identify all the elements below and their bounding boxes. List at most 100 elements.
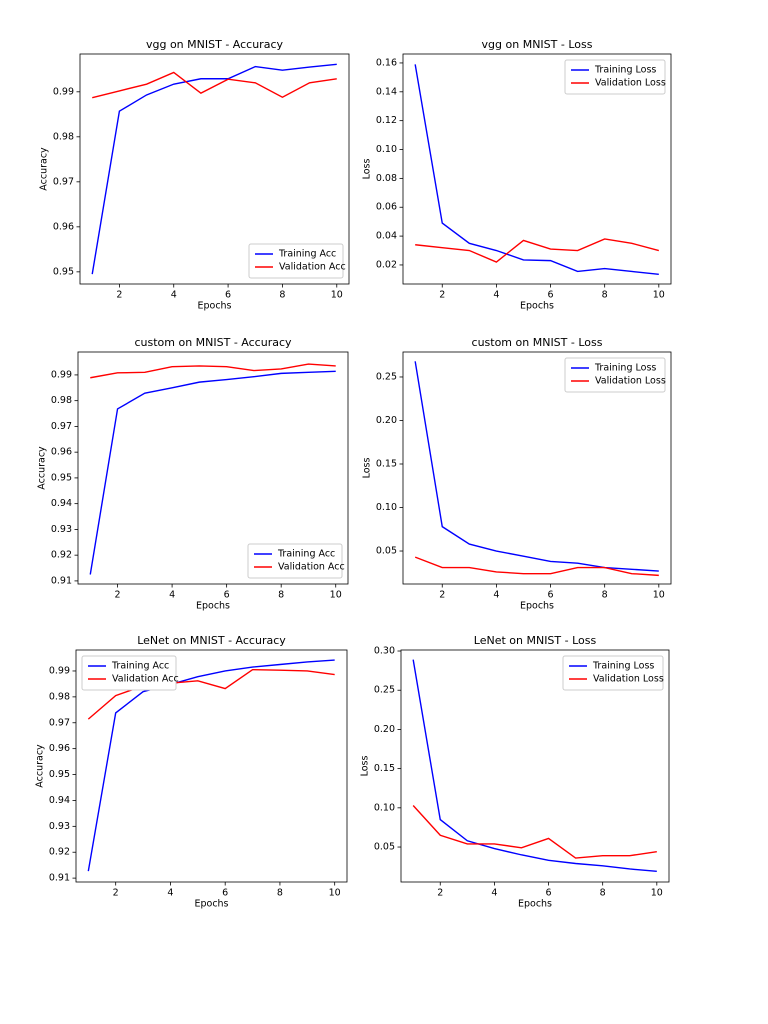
y-tick-label: 0.12: [376, 115, 397, 126]
y-tick-label: 0.10: [376, 144, 397, 155]
y-tick-label: 0.98: [53, 131, 74, 142]
x-axis-label: Epochs: [194, 899, 228, 910]
legend: [81, 655, 177, 691]
x-tick-label: 8: [279, 290, 285, 301]
y-tick-label: 0.96: [53, 221, 74, 232]
series-line: [414, 361, 659, 572]
x-tick-label: 6: [225, 290, 231, 301]
x-tick-label: 6: [546, 888, 552, 899]
x-tick-label: 4: [169, 590, 175, 601]
series-line: [87, 659, 335, 872]
legend-label: Validation Loss: [593, 674, 664, 685]
x-tick-label: 10: [330, 590, 342, 601]
series-line: [87, 668, 335, 720]
legend: [564, 59, 666, 95]
y-tick-label: 0.95: [53, 266, 74, 277]
chart-title: vgg on MNIST - Accuracy: [146, 38, 284, 51]
x-tick-label: 2: [437, 888, 443, 899]
x-tick-label: 4: [493, 590, 499, 601]
y-tick-label: 0.05: [376, 546, 397, 557]
y-tick-label: 0.94: [49, 795, 70, 806]
plot-frame: [402, 53, 672, 285]
y-tick-label: 0.93: [49, 821, 70, 832]
x-tick-label: 2: [115, 590, 121, 601]
x-tick-label: 10: [331, 290, 343, 301]
legend-label: Validation Loss: [595, 78, 666, 89]
series-line: [91, 63, 337, 275]
x-tick-label: 6: [548, 290, 554, 301]
y-tick-label: 0.97: [49, 717, 70, 728]
chart-title: vgg on MNIST - Loss: [482, 38, 593, 51]
legend-label: Validation Acc: [112, 674, 179, 685]
y-tick-label: 0.99: [51, 369, 72, 380]
legend-label: Training Loss: [594, 363, 656, 374]
x-tick-label: 6: [222, 888, 228, 899]
y-tick-label: 0.25: [376, 371, 397, 382]
legend-label: Validation Acc: [278, 562, 345, 573]
y-tick-label: 0.96: [51, 447, 72, 458]
x-tick-label: 4: [493, 290, 499, 301]
x-axis-label: Epochs: [197, 301, 231, 312]
x-tick-label: 2: [439, 590, 445, 601]
y-tick-label: 0.91: [49, 873, 70, 884]
legend-label: Training Loss: [594, 65, 656, 76]
x-tick-label: 4: [167, 888, 173, 899]
y-tick-label: 0.98: [51, 395, 72, 406]
y-tick-label: 0.91: [51, 575, 72, 586]
plot-frame: [402, 351, 672, 585]
y-tick-label: 0.92: [51, 550, 72, 561]
series-line: [414, 64, 659, 276]
y-axis-label: Accuracy: [37, 446, 48, 490]
x-tick-label: 8: [278, 590, 284, 601]
y-tick-label: 0.97: [51, 421, 72, 432]
plot-frame: [400, 649, 670, 883]
y-tick-label: 0.94: [51, 498, 72, 509]
y-tick-label: 0.95: [49, 769, 70, 780]
legend-label: Validation Loss: [595, 376, 666, 387]
legend-label: Training Loss: [592, 661, 654, 672]
x-tick-label: 2: [113, 888, 119, 899]
y-tick-label: 0.16: [376, 57, 397, 68]
y-tick-label: 0.92: [49, 847, 70, 858]
series-line: [89, 370, 336, 575]
plot-frame: [75, 649, 348, 883]
x-tick-label: 8: [602, 590, 608, 601]
y-tick-label: 0.14: [376, 86, 397, 97]
legend-label: Validation Acc: [279, 262, 346, 273]
x-tick-label: 4: [491, 888, 497, 899]
x-tick-label: 10: [653, 590, 665, 601]
y-tick-label: 0.93: [51, 524, 72, 535]
y-tick-label: 0.97: [53, 176, 74, 187]
chart-title: custom on MNIST - Accuracy: [134, 336, 292, 349]
legend: [247, 543, 343, 579]
y-tick-label: 0.10: [376, 502, 397, 513]
series-line: [92, 71, 337, 99]
x-axis-label: Epochs: [518, 899, 552, 910]
y-axis-label: Accuracy: [35, 744, 46, 788]
x-tick-label: 8: [277, 888, 283, 899]
x-axis-label: Epochs: [520, 301, 554, 312]
y-tick-label: 0.20: [376, 415, 397, 426]
y-tick-label: 0.02: [376, 259, 397, 270]
legend-label: Training Acc: [277, 549, 335, 560]
x-tick-label: 8: [600, 888, 606, 899]
y-tick-label: 0.15: [376, 458, 397, 469]
y-tick-label: 0.95: [51, 472, 72, 483]
x-tick-label: 6: [224, 590, 230, 601]
y-tick-label: 0.99: [49, 665, 70, 676]
x-tick-label: 6: [548, 590, 554, 601]
legend: [564, 357, 666, 393]
chart-title: custom on MNIST - Loss: [472, 336, 603, 349]
y-axis-label: Loss: [360, 756, 371, 777]
x-tick-label: 4: [171, 290, 177, 301]
y-tick-label: 0.06: [376, 202, 397, 213]
y-axis-label: Accuracy: [39, 147, 50, 191]
legend: [248, 243, 344, 279]
x-tick-label: 10: [329, 888, 341, 899]
y-tick-label: 0.25: [374, 685, 395, 696]
y-tick-label: 0.10: [374, 802, 395, 813]
legend-label: Training Acc: [111, 661, 169, 672]
y-tick-label: 0.15: [374, 763, 395, 774]
x-axis-label: Epochs: [520, 601, 554, 612]
